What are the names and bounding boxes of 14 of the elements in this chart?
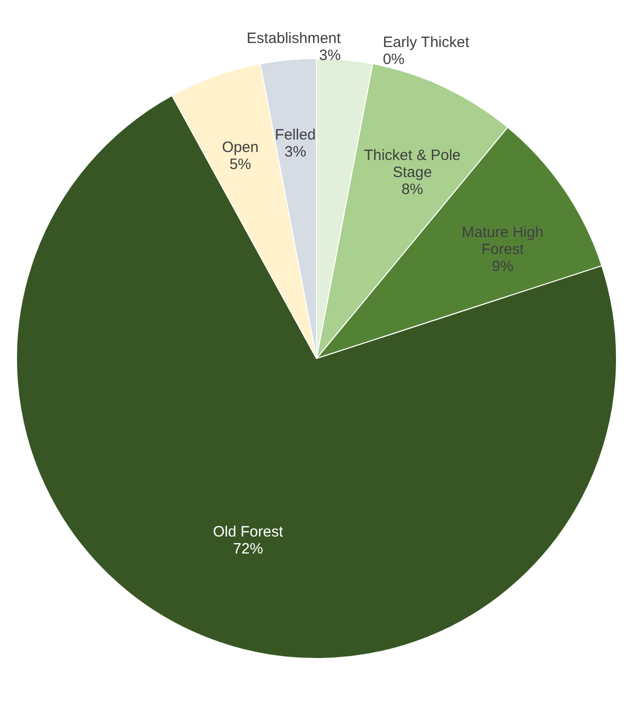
slice-label: Establishment (246, 30, 342, 47)
data-label: 72% (233, 540, 264, 558)
slice-label: Old Forest (213, 523, 284, 540)
slice-label: Thicket & Pole Stage (364, 146, 461, 181)
slice-label: Mature High Forest (462, 224, 544, 258)
data-label: 5% (229, 156, 252, 173)
data-label: 3% (319, 46, 341, 64)
slice-label: Open (222, 138, 259, 156)
data-label: 3% (284, 144, 306, 160)
category-label: Early Thicket (382, 34, 470, 52)
data-label: 8% (401, 180, 424, 198)
text: 0% (382, 51, 405, 68)
slice-label: Felled (274, 126, 316, 144)
data-label: 9% (492, 258, 514, 276)
